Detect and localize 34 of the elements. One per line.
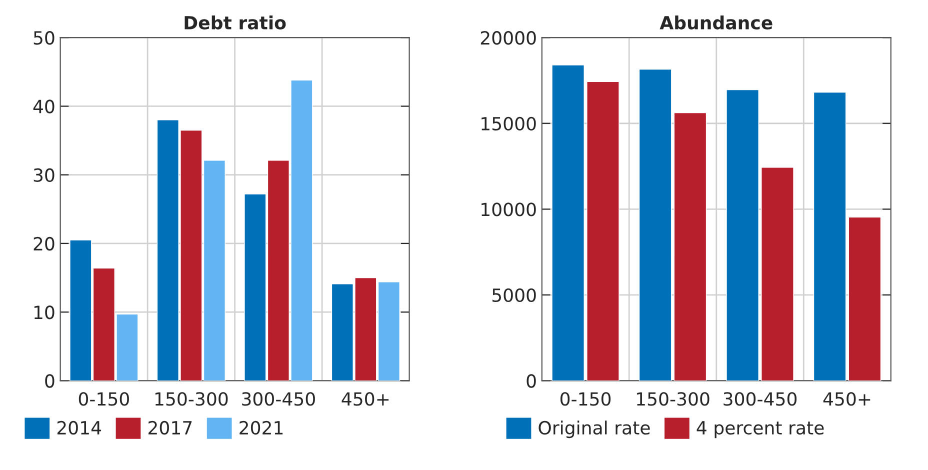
y-tick-label: 5000 xyxy=(492,288,536,302)
x-tick-label: 0-150 xyxy=(78,392,129,406)
bar xyxy=(813,92,846,381)
bar xyxy=(638,68,672,381)
x-tick-label: 450+ xyxy=(823,392,870,406)
x-tick-label: 450+ xyxy=(342,392,389,406)
y-tick-label: 20 xyxy=(34,236,54,251)
x-tick-label: 300-450 xyxy=(724,392,797,406)
legend-label: 2021 xyxy=(240,420,283,435)
legend-label: 2017 xyxy=(148,420,192,435)
chart-title: Abundance xyxy=(660,16,772,30)
x-tick-label: 150-300 xyxy=(637,392,710,406)
y-tick-label: 0 xyxy=(526,374,536,388)
y-tick-label: 30 xyxy=(34,168,54,182)
bar xyxy=(674,112,707,381)
bar xyxy=(552,64,584,381)
x-tick-label: 0-150 xyxy=(560,392,611,406)
y-tick-label: 0 xyxy=(45,374,54,388)
legend-label: 4 percent rate xyxy=(696,421,824,438)
chart-title: Debt ratio xyxy=(184,16,286,30)
y-tick-label: 40 xyxy=(33,100,54,114)
x-tick-label: 150-300 xyxy=(155,392,228,406)
y-tick-label: 15000 xyxy=(482,116,536,130)
legend-label: 2014 xyxy=(57,420,102,435)
y-tick-label: 50 xyxy=(34,31,54,45)
legend-label: Original rate xyxy=(538,420,650,438)
y-tick-label: 10000 xyxy=(482,202,536,216)
bar xyxy=(726,89,759,381)
y-tick-label: 20000 xyxy=(480,31,536,45)
bar xyxy=(761,167,794,381)
bar xyxy=(848,216,882,381)
bar xyxy=(586,81,620,381)
x-tick-label: 300-450 xyxy=(242,392,315,406)
y-tick-label: 10 xyxy=(34,306,54,320)
